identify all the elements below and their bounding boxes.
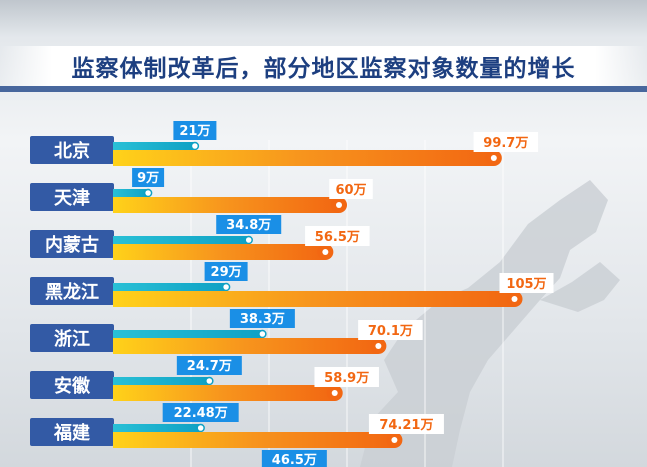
label-after-box: [329, 179, 373, 199]
label-after: 70.1万: [368, 324, 413, 339]
category-label: 北京: [54, 140, 90, 162]
label-before: 24.7万: [187, 359, 232, 374]
label-after: 56.5万: [315, 230, 360, 245]
category-label: 内蒙古: [45, 234, 99, 256]
label-before: 34.8万: [226, 218, 271, 233]
category-box: [30, 418, 114, 446]
label-before: 46.5万: [272, 453, 317, 467]
bar-after-cap: [375, 343, 382, 349]
bar-before: [113, 424, 201, 432]
bar-before-cap: [143, 188, 153, 198]
bar-before: [113, 236, 249, 244]
label-before: 38.3万: [240, 312, 285, 327]
label-before-box: [162, 403, 239, 422]
label-before-box: [261, 450, 327, 467]
label-before: 22.48万: [174, 406, 228, 421]
label-after-box: [358, 320, 423, 340]
category-label: 福建: [53, 422, 90, 444]
category-box: [30, 324, 114, 352]
label-before-box: [173, 121, 217, 140]
title-band: [0, 46, 647, 92]
bar-after: [113, 432, 395, 448]
label-after-box: [368, 414, 444, 434]
label-after-box: [305, 226, 370, 246]
bar-before: [113, 142, 195, 150]
bar-after-cap: [336, 202, 342, 208]
label-before-box: [216, 215, 282, 234]
label-before: 21万: [179, 124, 210, 139]
bar-after-cap: [391, 437, 398, 443]
label-after: 99.7万: [483, 136, 528, 151]
category-box: [30, 183, 114, 211]
label-before-box: [229, 309, 295, 328]
category-label: 黑龙江: [45, 281, 99, 303]
category-box: [30, 277, 114, 305]
category-label: 安徽: [54, 375, 91, 397]
category-box: [30, 136, 114, 164]
bar-after-cap: [322, 249, 329, 255]
bar-after: [113, 291, 515, 307]
bar-before-cap: [221, 282, 231, 292]
label-after: 105万: [506, 277, 546, 292]
label-before-box: [132, 168, 165, 187]
bar-before: [113, 189, 149, 197]
bar-before-cap: [244, 235, 253, 245]
label-after-box: [314, 367, 379, 387]
bar-before: [113, 377, 210, 385]
bar-after-cap: [490, 155, 497, 161]
bar-before-cap: [205, 376, 214, 386]
category-box: [30, 371, 114, 399]
bar-before-cap: [196, 423, 205, 433]
category-label: 浙江: [54, 328, 90, 350]
bar-before-cap: [258, 329, 267, 339]
label-before-box: [204, 262, 248, 281]
label-before: 9万: [137, 171, 159, 186]
label-before-box: [176, 356, 242, 375]
label-after-box: [499, 273, 554, 293]
bar-after: [113, 197, 339, 213]
bar-before: [113, 283, 227, 291]
bar-after-cap: [511, 296, 518, 302]
label-after-box: [473, 132, 539, 152]
label-before: 29万: [211, 265, 242, 280]
label-after: 60万: [335, 183, 366, 198]
label-after: 58.9万: [324, 371, 369, 386]
bar-after-cap: [331, 390, 338, 396]
bar-after: [113, 150, 494, 166]
bar-before: [113, 330, 263, 338]
bar-after: [113, 338, 379, 354]
category-box: [30, 230, 114, 258]
bar-before-cap: [190, 141, 200, 151]
label-after: 74.21万: [379, 418, 433, 433]
bar-after: [113, 385, 335, 401]
bar-after: [113, 244, 326, 260]
chart-title: 监察体制改革后，部分地区监察对象数量的增长: [71, 56, 576, 82]
category-label: 天津: [54, 187, 90, 209]
